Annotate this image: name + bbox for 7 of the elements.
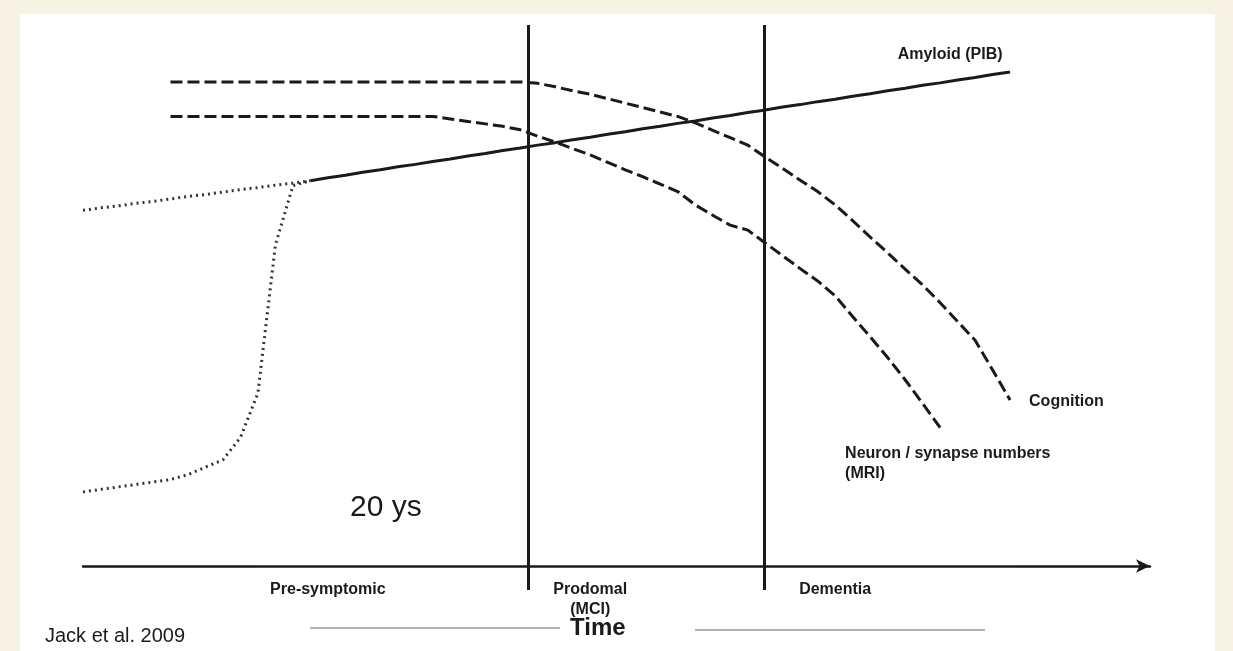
text: Jack et al. 2009	[45, 624, 186, 646]
x-tick-label: Dementia	[799, 579, 872, 597]
x-tick-label: Pre-symptomic	[270, 579, 386, 597]
series-label: Cognition	[1029, 391, 1104, 409]
annotation: 20 ys	[350, 488, 422, 522]
series-label: Amyloid (PIB)	[897, 44, 1003, 62]
text: Neuron / synapse numbers (MRI)	[845, 444, 1055, 482]
